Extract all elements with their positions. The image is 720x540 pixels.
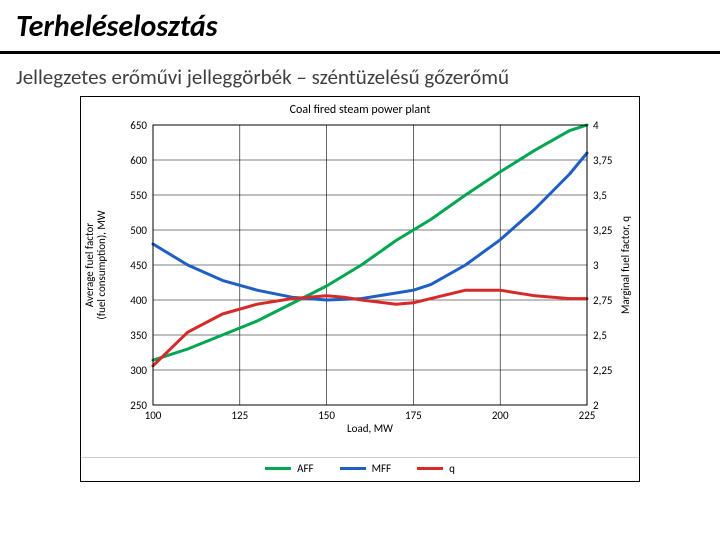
svg-text:3,5: 3,5 [593,189,607,202]
svg-text:450: 450 [130,259,147,272]
legend-swatch [340,467,366,470]
chart-svg: 1001251501752002252503003504004505005506… [81,119,639,435]
svg-text:350: 350 [130,329,147,342]
legend-item: q [417,462,455,475]
svg-text:100: 100 [145,409,162,422]
chart-body: 1001251501752002252503003504004505005506… [81,119,639,457]
svg-text:Marginal fuel factor, q: Marginal fuel factor, q [619,216,632,314]
legend-item: AFF [265,462,313,475]
legend-item: MFF [340,462,392,475]
svg-text:175: 175 [405,409,422,422]
legend-label: AFF [297,462,313,475]
chart-legend: AFF MFF q [81,457,639,481]
svg-text:2,25: 2,25 [593,364,612,377]
subtitle: Jellegzetes erőművi jelleggörbék – szént… [0,54,720,96]
svg-text:400: 400 [130,294,147,307]
chart-title: Coal fired steam power plant [81,97,639,119]
svg-text:3: 3 [593,259,599,272]
chart-container: Coal fired steam power plant 100 125 150 17… [80,96,640,482]
svg-text:Load, MW: Load, MW [347,422,393,435]
svg-text:200: 200 [492,409,509,422]
svg-text:2,5: 2,5 [593,329,607,342]
title-bar: Terheléselosztás [0,0,720,54]
svg-text:Average fuel factor(fuel consu: Average fuel factor(fuel consumption), M… [83,210,108,319]
svg-text:3,75: 3,75 [593,154,612,167]
svg-text:4: 4 [593,119,599,132]
svg-text:125: 125 [231,409,248,422]
svg-text:250: 250 [130,399,147,412]
page-title: Terheléselosztás [16,8,704,45]
svg-text:550: 550 [130,189,147,202]
svg-text:500: 500 [130,224,147,237]
legend-swatch [265,467,291,470]
svg-text:300: 300 [130,364,147,377]
svg-text:2: 2 [593,399,599,412]
legend-label: q [449,462,455,475]
svg-text:650: 650 [130,119,147,132]
legend-swatch [417,467,443,470]
legend-label: MFF [372,462,392,475]
svg-text:2,75: 2,75 [593,294,612,307]
svg-text:150: 150 [318,409,335,422]
svg-text:3,25: 3,25 [593,224,612,237]
svg-text:600: 600 [130,154,147,167]
